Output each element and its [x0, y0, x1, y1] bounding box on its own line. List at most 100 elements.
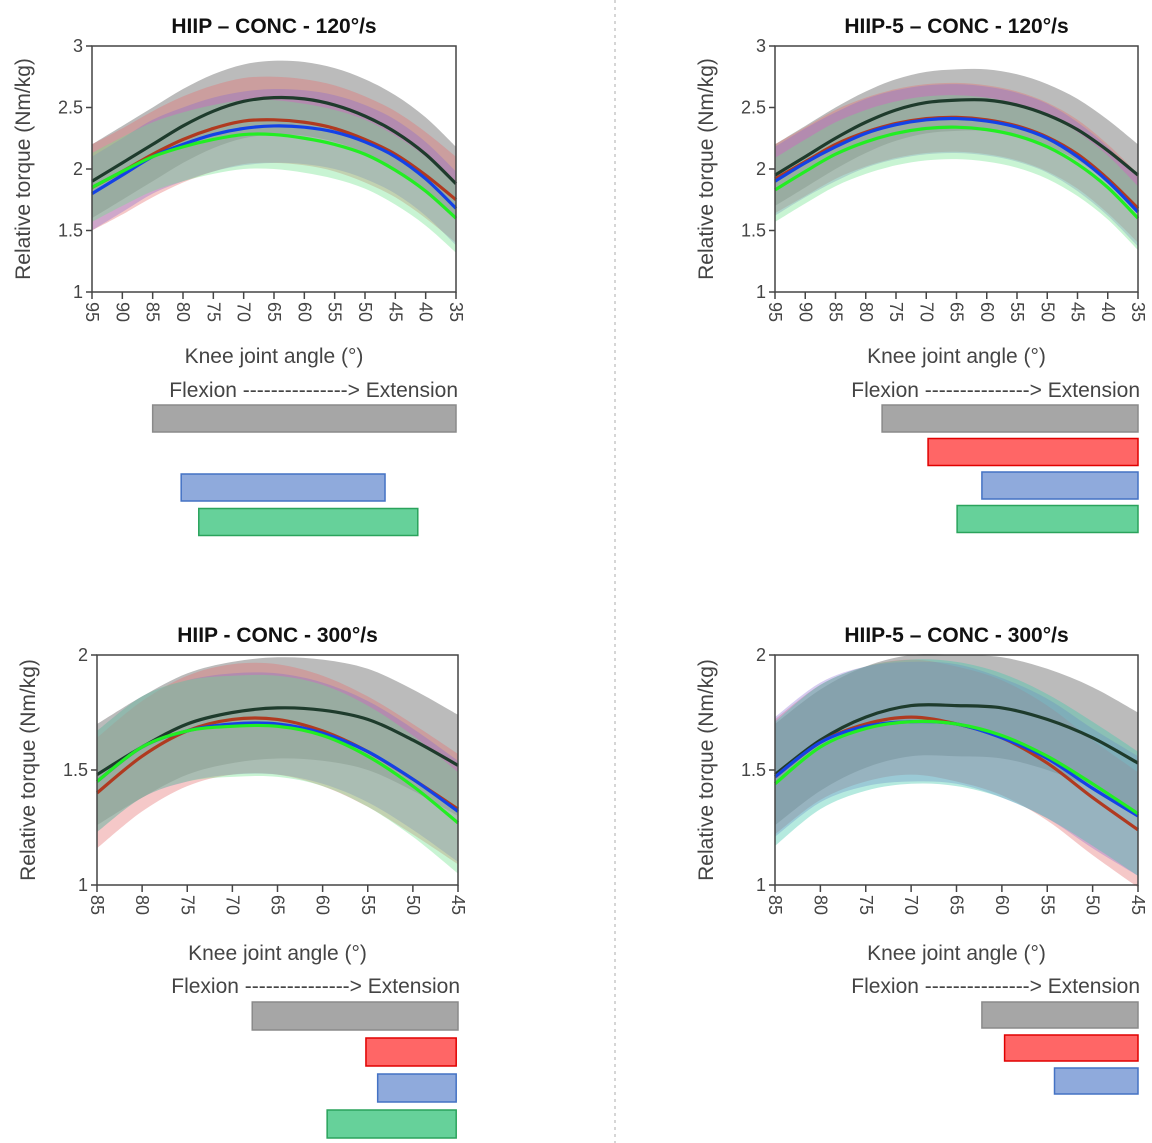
x-tick-label: 60 [294, 302, 314, 322]
x-tick-label: 60 [992, 895, 1012, 915]
x-axis-label: Knee joint angle (°) [867, 345, 1046, 368]
range-bar-1 [151, 404, 457, 433]
direction-label: Flexion ---------------> Extension [851, 379, 1140, 402]
y-tick-label: 3 [73, 36, 83, 56]
mean-line-series-4 [96, 723, 460, 825]
mean-line-series-4 [91, 132, 458, 220]
x-tick-label: 70 [916, 302, 936, 322]
range-bar-4 [956, 504, 1139, 534]
x-tick-label: 50 [355, 302, 375, 322]
range-bar-3 [1053, 1067, 1139, 1095]
x-tick-label: 50 [1083, 895, 1103, 915]
x-tick-label: 75 [856, 895, 876, 915]
x-axis-label: Knee joint angle (°) [867, 942, 1046, 965]
y-tick-label: 1.5 [58, 221, 83, 241]
x-tick-label: 70 [234, 302, 254, 322]
direction-label: Flexion ---------------> Extension [171, 975, 460, 998]
range-bar-2 [1003, 1034, 1139, 1062]
x-tick-label: 40 [416, 302, 436, 322]
direction-label: Flexion ---------------> Extension [169, 379, 458, 402]
chart-panel-4: 1 1.5 2 85 80 75 70 65 60 55 50 45 HIIP-5 – CONC - 3… [695, 624, 1148, 1095]
sd-band-series-2 [92, 76, 456, 243]
y-tick-label: 2 [756, 159, 766, 179]
x-tick-label: 55 [1007, 302, 1027, 322]
mean-line-series-1 [91, 95, 458, 185]
sd-band-series-4 [775, 659, 1138, 876]
x-tick-label: 55 [325, 302, 345, 322]
x-tick-label: 75 [203, 302, 223, 322]
x-tick-label: 35 [1128, 302, 1148, 322]
x-tick-label: 65 [264, 302, 284, 322]
chart-title: HIIP – CONC - 120°/s [171, 15, 376, 38]
y-axis-label: Relative torque (Nm/kg) [695, 58, 718, 280]
range-bar-2 [365, 1037, 457, 1067]
x-tick-label: 70 [222, 895, 242, 915]
x-tick-label: 45 [1068, 302, 1088, 322]
mean-line-series-1 [774, 98, 1140, 177]
x-axis-label: Knee joint angle (°) [185, 345, 364, 368]
sd-band-series-1 [97, 657, 458, 826]
mean-line-series-4 [774, 125, 1140, 220]
range-bar-1 [981, 1001, 1139, 1029]
x-tick-label: 95 [765, 302, 785, 322]
x-tick-label: 85 [765, 895, 785, 915]
mean-line-series-3 [774, 116, 1140, 214]
x-tick-label: 50 [403, 895, 423, 915]
sd-band-series-3 [775, 661, 1138, 876]
range-bar-1 [881, 404, 1139, 433]
range-bar-1 [251, 1001, 459, 1031]
sd-band-series-3 [92, 88, 456, 246]
x-tick-label: 85 [87, 895, 107, 915]
range-bar-4 [198, 507, 419, 537]
chart-title: HIIP-5 – CONC - 300°/s [844, 624, 1068, 647]
chart-title: HIIP - CONC - 300°/s [177, 624, 378, 647]
x-tick-label: 55 [358, 895, 378, 915]
x-tick-label: 70 [901, 895, 921, 915]
y-tick-label: 1.5 [741, 760, 766, 780]
y-tick-label: 1.5 [741, 221, 766, 241]
y-tick-label: 1.5 [63, 760, 88, 780]
range-bar-3 [376, 1073, 457, 1103]
chart-panel-1: 1 1.5 2 2.5 3 95 90 85 80 75 70 65 60 55 50 45 40 35 HIIP … [12, 15, 466, 537]
chart-panel-2: 1 1.5 2 2.5 3 95 90 85 80 75 70 65 60 55 50 45 40 35 HIIP-… [695, 15, 1148, 534]
range-bar-3 [981, 471, 1139, 500]
y-tick-label: 2.5 [741, 98, 766, 118]
mean-line-series-2 [91, 118, 458, 201]
x-axis-label: Knee joint angle (°) [188, 942, 367, 965]
y-tick-label: 1 [756, 282, 766, 302]
x-tick-label: 65 [268, 895, 288, 915]
mean-line-series-1 [774, 703, 1139, 776]
x-tick-label: 85 [826, 302, 846, 322]
sd-band-series-1 [92, 60, 456, 221]
chart-panel-3: 1 1.5 2 85 80 75 70 65 60 55 50 45 HIIP - CONC - 300… [17, 624, 468, 1139]
x-tick-label: 80 [173, 302, 193, 322]
y-tick-label: 1 [756, 875, 766, 895]
y-tick-label: 2 [73, 159, 83, 179]
y-tick-label: 2 [78, 645, 88, 665]
x-tick-label: 60 [313, 895, 333, 915]
direction-label: Flexion ---------------> Extension [851, 975, 1140, 998]
x-tick-label: 40 [1098, 302, 1118, 322]
sd-band-series-3 [775, 84, 1138, 247]
x-tick-label: 80 [132, 895, 152, 915]
x-tick-label: 65 [947, 302, 967, 322]
y-tick-label: 3 [756, 36, 766, 56]
x-tick-label: 95 [82, 302, 102, 322]
range-bar-2 [927, 437, 1139, 467]
x-tick-label: 80 [856, 302, 876, 322]
x-tick-label: 90 [795, 302, 815, 322]
x-tick-label: 80 [810, 895, 830, 915]
x-tick-label: 45 [1128, 895, 1148, 915]
chart-title: HIIP-5 – CONC - 120°/s [844, 15, 1068, 38]
y-tick-label: 1 [73, 282, 83, 302]
x-tick-label: 60 [977, 302, 997, 322]
x-tick-label: 45 [385, 302, 405, 322]
x-tick-label: 45 [448, 895, 468, 915]
range-bar-3 [180, 473, 386, 502]
sd-band-series-1 [775, 68, 1138, 206]
x-tick-label: 85 [143, 302, 163, 322]
y-axis-label: Relative torque (Nm/kg) [12, 58, 35, 280]
sd-band-series-1 [775, 654, 1138, 826]
y-tick-label: 1 [78, 875, 88, 895]
